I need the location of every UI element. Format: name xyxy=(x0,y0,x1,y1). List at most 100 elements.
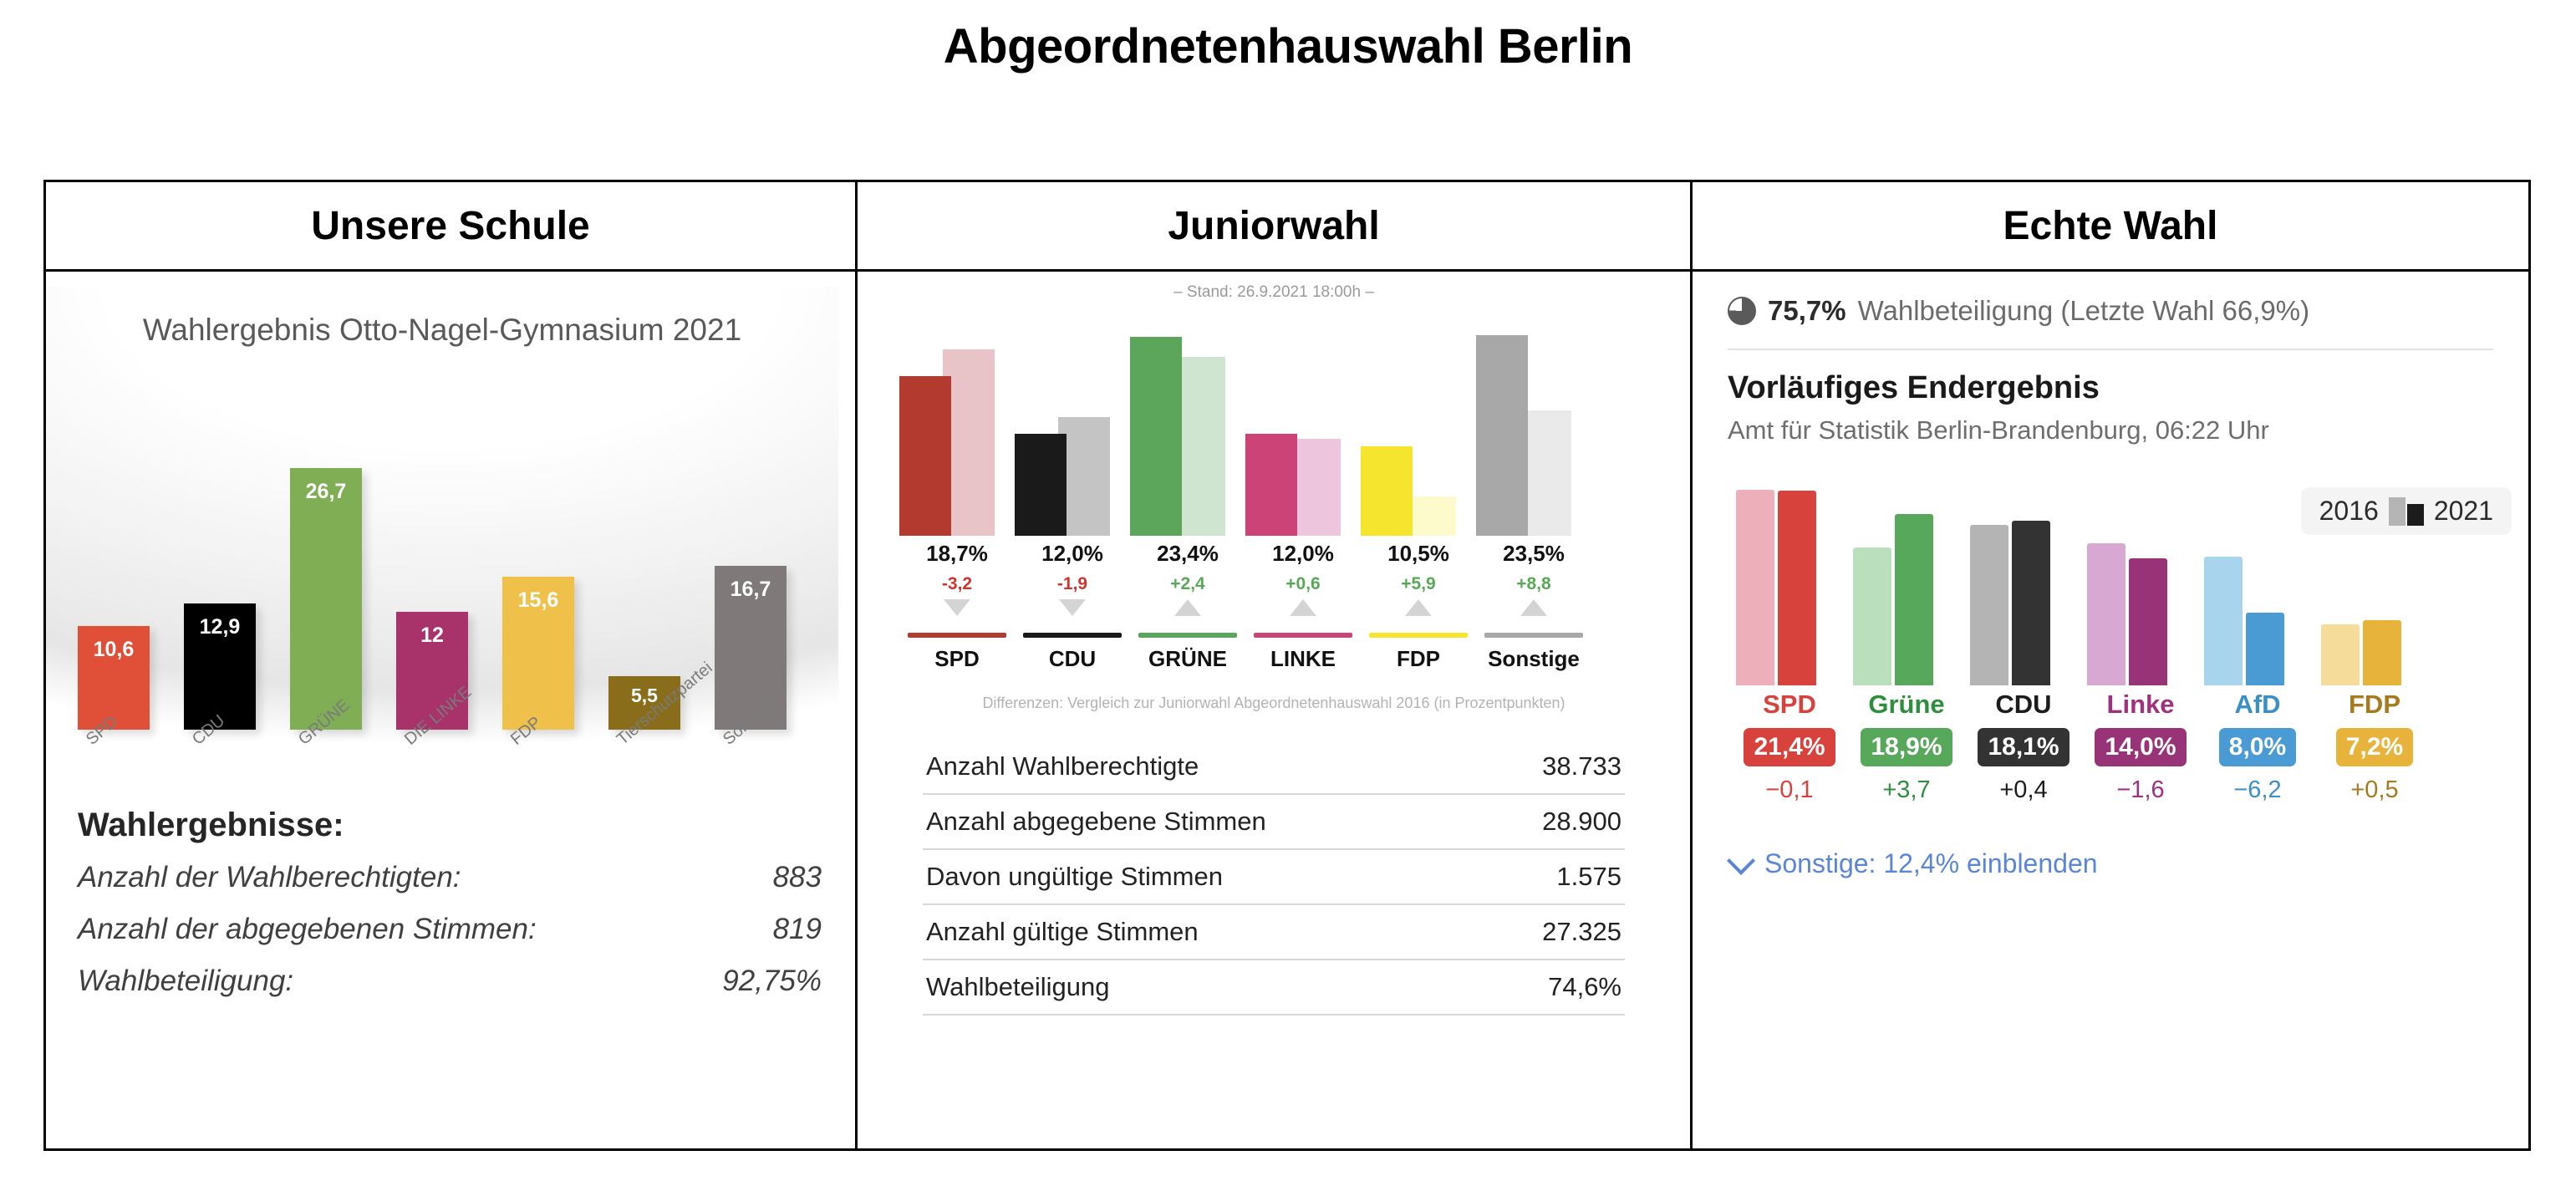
juniorwahl-delta: -3,2 xyxy=(941,574,973,593)
comparison-table: Unsere Schule Juniorwahl Echte Wahl Wahl… xyxy=(43,180,2531,1151)
turnout-value: 75,7% xyxy=(1768,295,1846,326)
juniorwahl-percent: 18,7% xyxy=(926,541,988,566)
triangle-up-icon xyxy=(1130,599,1245,623)
triangle-down-icon xyxy=(1015,599,1130,623)
juniorwahl-party-name: LINKE xyxy=(1270,646,1336,671)
juniorwahl-bar-2021 xyxy=(1245,434,1297,536)
juniorwahl-party-color-rule xyxy=(1015,633,1130,638)
juniorwahl-bar-2016 xyxy=(1289,439,1341,536)
chart-legend: 2016 2021 xyxy=(2300,487,2512,535)
juniorwahl-delta-row: -3,2 -1,9 +2,4 +0,6 +5,9 +8,8 xyxy=(899,574,1652,594)
juniorwahl-party-name: Sonstige xyxy=(1488,646,1580,671)
show-others-link[interactable]: Sonstige: 12,4% einblenden xyxy=(1727,846,2098,879)
echte-wahl-bar-2021 xyxy=(2363,620,2401,685)
juniorwahl-table-row: Davon ungültige Stimmen 1.575 xyxy=(923,850,1625,905)
turnout-line: 75,7% Wahlbeteiligung (Letzte Wahl 66,9%… xyxy=(1728,295,2309,327)
school-bar-value: 26,7 xyxy=(305,480,347,503)
juniorwahl-bar-2016 xyxy=(1173,357,1225,536)
juniorwahl-table-value: 38.733 xyxy=(1542,751,1621,781)
school-bar: 26,7 xyxy=(290,468,362,730)
juniorwahl-party-row: SPD CDU GRÜNE LINKE FDP Sonstige xyxy=(899,646,1652,672)
panel-echte-wahl: 75,7% Wahlbeteiligung (Letzte Wahl 66,9%… xyxy=(1693,272,2528,1148)
juniorwahl-table-row: Anzahl gültige Stimmen 27.325 xyxy=(923,905,1625,960)
juniorwahl-bar-group xyxy=(1130,310,1245,536)
school-bar-value: 12 xyxy=(420,624,444,647)
school-result-value: 883 xyxy=(772,861,822,893)
echte-wahl-bar-2021 xyxy=(2246,613,2284,685)
echte-wahl-bar-2016 xyxy=(1853,547,1891,685)
juniorwahl-table-label: Davon ungültige Stimmen xyxy=(926,862,1223,891)
column-header-juniorwahl: Juniorwahl xyxy=(855,182,1693,269)
juniorwahl-bar-group xyxy=(1361,310,1476,536)
echte-wahl-delta: +0,4 xyxy=(1999,776,2048,803)
echte-wahl-bar-group xyxy=(1731,472,1848,685)
echte-wahl-bar-2016 xyxy=(2321,624,2360,685)
school-result-label: Anzahl der Wahlberechtigten: xyxy=(78,861,461,893)
juniorwahl-table-value: 74,6% xyxy=(1548,972,1621,1001)
juniorwahl-table-label: Anzahl gültige Stimmen xyxy=(926,917,1199,946)
result-source: Amt für Statistik Berlin-Brandenburg, 06… xyxy=(1728,415,2269,445)
panel-unsere-schule: Wahlergebnis Otto-Nagel-Gymnasium 2021 1… xyxy=(46,272,855,1148)
school-result-row: Anzahl der abgegebenen Stimmen: 819 xyxy=(78,913,822,946)
echte-wahl-bar-2021 xyxy=(2129,558,2167,685)
echte-wahl-percent-cell: 8,0% xyxy=(2199,728,2316,766)
juniorwahl-party-color-rule xyxy=(1476,633,1591,638)
juniorwahl-party-name: CDU xyxy=(1048,646,1097,671)
juniorwahl-stats-table: Anzahl Wahlberechtigte 38.733 Anzahl abgeg… xyxy=(923,740,1625,1016)
legend-label-2016: 2016 xyxy=(2319,496,2379,526)
column-header-echte-wahl: Echte Wahl xyxy=(2003,203,2218,248)
show-others-label: Sonstige: 12,4% einblenden xyxy=(1764,848,2098,878)
school-result-row: Anzahl der Wahlberechtigten: 883 xyxy=(78,861,822,894)
panel-juniorwahl: – Stand: 26.9.2021 18:00h – 18,7% 12,0% 23… xyxy=(855,272,1693,1148)
turnout-label: Wahlbeteiligung (Letzte Wahl 66,9%) xyxy=(1857,295,2310,326)
juniorwahl-party-color-rule xyxy=(1245,633,1361,638)
juniorwahl-percent: 12,0% xyxy=(1041,541,1103,566)
echte-wahl-bar-group xyxy=(1848,472,1965,685)
juniorwahl-bar-2016 xyxy=(1404,496,1456,536)
school-bar: 12 xyxy=(396,612,468,730)
school-results-heading: Wahlergebnisse: xyxy=(78,807,344,843)
juniorwahl-table-value: 1.575 xyxy=(1556,862,1621,891)
triangle-down-icon xyxy=(899,599,1015,623)
echte-wahl-percent-badge: 7,2% xyxy=(2335,728,2414,766)
juniorwahl-bar-chart xyxy=(899,310,1652,536)
pie-chart-icon xyxy=(1728,297,1756,325)
juniorwahl-bar-group xyxy=(1015,310,1130,536)
echte-wahl-delta-row: −0,1 +3,7 +0,4 −1,6 −6,2 +0,5 xyxy=(1731,776,2483,804)
juniorwahl-footnote: Differenzen: Vergleich zur Juniorwahl Ab… xyxy=(982,695,1565,711)
juniorwahl-party-name: SPD xyxy=(934,646,980,671)
juniorwahl-color-rule-row xyxy=(899,633,1652,638)
echte-wahl-delta: +3,7 xyxy=(1882,776,1931,803)
echte-wahl-bar-2021 xyxy=(2012,521,2050,685)
juniorwahl-bar-group xyxy=(1245,310,1361,536)
column-header-school: Unsere Schule xyxy=(311,203,590,248)
echte-wahl-delta: +0,5 xyxy=(2350,776,2399,803)
juniorwahl-party-color-rule xyxy=(1361,633,1476,638)
echte-wahl-percent-badge: 8,0% xyxy=(2218,728,2297,766)
echte-wahl-bar-group xyxy=(2082,472,2199,685)
legend-label-2021: 2021 xyxy=(2433,496,2493,526)
school-results-block: Wahlergebnisse: Anzahl der Wahlberechtig… xyxy=(78,807,822,1016)
juniorwahl-percent-row: 18,7% 12,0% 23,4% 12,0% 10,5% 23,5% xyxy=(899,541,1652,567)
echte-wahl-percent-badge: 21,4% xyxy=(1744,728,1835,766)
echte-wahl-party-name: FDP xyxy=(2349,690,2400,719)
echte-wahl-percent-cell: 18,1% xyxy=(1965,728,2082,766)
juniorwahl-delta: -1,9 xyxy=(1056,574,1088,593)
echte-wahl-bar-2016 xyxy=(1736,490,1774,685)
echte-wahl-party-name: CDU xyxy=(1995,690,2052,719)
echte-wahl-percent-cell: 14,0% xyxy=(2082,728,2199,766)
juniorwahl-party-name: GRÜNE xyxy=(1148,646,1227,671)
juniorwahl-table-row: Anzahl Wahlberechtigte 38.733 xyxy=(923,740,1625,795)
table-body-row: Wahlergebnis Otto-Nagel-Gymnasium 2021 1… xyxy=(46,272,2528,1148)
school-bar-chart: Wahlergebnis Otto-Nagel-Gymnasium 2021 1… xyxy=(46,287,838,797)
juniorwahl-delta: +5,9 xyxy=(1401,574,1436,593)
juniorwahl-party-color-rule xyxy=(899,633,1015,638)
juniorwahl-party-name: FDP xyxy=(1397,646,1440,671)
juniorwahl-percent: 23,4% xyxy=(1157,541,1219,566)
echte-wahl-percent-badge: 18,1% xyxy=(1978,728,2069,766)
echte-wahl-percent-badge: 18,9% xyxy=(1861,728,1952,766)
juniorwahl-table-label: Anzahl Wahlberechtigte xyxy=(926,751,1199,781)
echte-wahl-bar-2016 xyxy=(1970,525,2008,685)
juniorwahl-stand: – Stand: 26.9.2021 18:00h – xyxy=(1173,283,1374,301)
school-plot-area: 10,6 SPD 12,9 CDU 26,7 GRÜNE 12 DIE LINKE 15,6 FD… xyxy=(71,445,823,749)
